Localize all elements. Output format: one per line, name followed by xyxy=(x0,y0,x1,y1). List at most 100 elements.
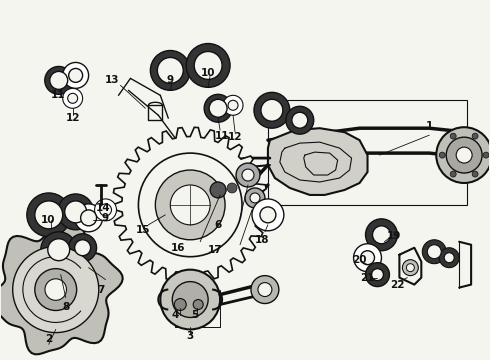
Circle shape xyxy=(236,163,260,187)
Text: 4: 4 xyxy=(172,310,179,320)
Text: 11: 11 xyxy=(215,131,229,141)
Circle shape xyxy=(58,194,94,230)
Circle shape xyxy=(50,71,68,89)
Circle shape xyxy=(13,247,99,333)
Text: 19: 19 xyxy=(387,231,402,241)
Circle shape xyxy=(260,207,276,223)
Text: 7: 7 xyxy=(97,284,104,294)
Circle shape xyxy=(210,182,226,198)
Text: 20: 20 xyxy=(352,255,367,265)
Text: 5: 5 xyxy=(192,310,199,320)
Circle shape xyxy=(439,152,445,158)
Circle shape xyxy=(95,199,117,221)
Text: 10: 10 xyxy=(201,68,216,78)
Text: 9: 9 xyxy=(102,213,109,223)
Circle shape xyxy=(223,95,243,115)
Circle shape xyxy=(242,169,254,181)
Text: 17: 17 xyxy=(208,245,222,255)
Circle shape xyxy=(69,234,97,262)
Circle shape xyxy=(35,201,63,229)
Circle shape xyxy=(193,300,203,310)
Circle shape xyxy=(439,248,459,268)
Circle shape xyxy=(48,239,70,261)
Text: 15: 15 xyxy=(136,225,150,235)
Text: 3: 3 xyxy=(187,332,194,341)
Circle shape xyxy=(74,204,102,232)
Circle shape xyxy=(372,226,391,244)
Circle shape xyxy=(171,185,210,225)
Text: 8: 8 xyxy=(62,302,69,311)
Circle shape xyxy=(292,112,308,128)
Circle shape xyxy=(245,188,265,208)
Circle shape xyxy=(68,93,77,103)
Text: 9: 9 xyxy=(167,75,174,85)
Circle shape xyxy=(250,193,260,203)
Text: 6: 6 xyxy=(215,220,222,230)
Circle shape xyxy=(354,244,382,272)
Bar xyxy=(268,100,467,205)
Circle shape xyxy=(174,298,186,310)
Circle shape xyxy=(483,152,489,158)
Circle shape xyxy=(258,283,272,297)
Circle shape xyxy=(186,44,230,87)
Circle shape xyxy=(261,99,283,121)
Text: 12: 12 xyxy=(228,132,242,142)
Circle shape xyxy=(41,232,76,268)
Circle shape xyxy=(444,253,454,263)
Circle shape xyxy=(456,147,472,163)
Circle shape xyxy=(436,127,490,183)
Text: 1: 1 xyxy=(426,121,433,131)
Circle shape xyxy=(472,171,478,177)
Text: 16: 16 xyxy=(171,243,186,253)
Circle shape xyxy=(251,276,279,303)
Circle shape xyxy=(63,62,89,88)
Circle shape xyxy=(204,94,232,122)
Circle shape xyxy=(361,251,374,265)
Circle shape xyxy=(150,50,190,90)
Text: 18: 18 xyxy=(255,235,269,245)
Polygon shape xyxy=(268,128,368,195)
Circle shape xyxy=(450,171,456,177)
Circle shape xyxy=(254,92,290,128)
Circle shape xyxy=(81,210,97,226)
Circle shape xyxy=(446,137,482,173)
Circle shape xyxy=(450,133,456,139)
Circle shape xyxy=(366,219,397,251)
Circle shape xyxy=(63,88,83,108)
Circle shape xyxy=(45,67,73,94)
Circle shape xyxy=(160,270,220,329)
Text: 21: 21 xyxy=(360,273,375,283)
Circle shape xyxy=(209,99,227,117)
Circle shape xyxy=(252,199,284,231)
Text: 13: 13 xyxy=(105,75,120,85)
Circle shape xyxy=(157,58,183,84)
Circle shape xyxy=(427,245,441,259)
Circle shape xyxy=(155,170,225,240)
Circle shape xyxy=(74,240,91,256)
Circle shape xyxy=(228,100,238,110)
Circle shape xyxy=(366,263,390,287)
Circle shape xyxy=(45,279,67,300)
Circle shape xyxy=(227,183,237,193)
Circle shape xyxy=(35,269,76,310)
Circle shape xyxy=(172,282,208,318)
Text: 2: 2 xyxy=(45,334,52,345)
Circle shape xyxy=(194,51,222,80)
Circle shape xyxy=(65,201,87,223)
Circle shape xyxy=(371,269,384,280)
Circle shape xyxy=(422,240,446,264)
Circle shape xyxy=(402,260,418,276)
Circle shape xyxy=(472,133,478,139)
Circle shape xyxy=(27,193,71,237)
Text: 11: 11 xyxy=(50,90,65,100)
Circle shape xyxy=(286,106,314,134)
Text: 10: 10 xyxy=(41,215,55,225)
Polygon shape xyxy=(0,225,122,354)
Circle shape xyxy=(138,153,242,257)
Text: 12: 12 xyxy=(66,113,80,123)
Polygon shape xyxy=(113,127,268,283)
Circle shape xyxy=(99,204,112,216)
Circle shape xyxy=(69,68,83,82)
Circle shape xyxy=(406,264,415,272)
Text: 14: 14 xyxy=(96,203,111,213)
